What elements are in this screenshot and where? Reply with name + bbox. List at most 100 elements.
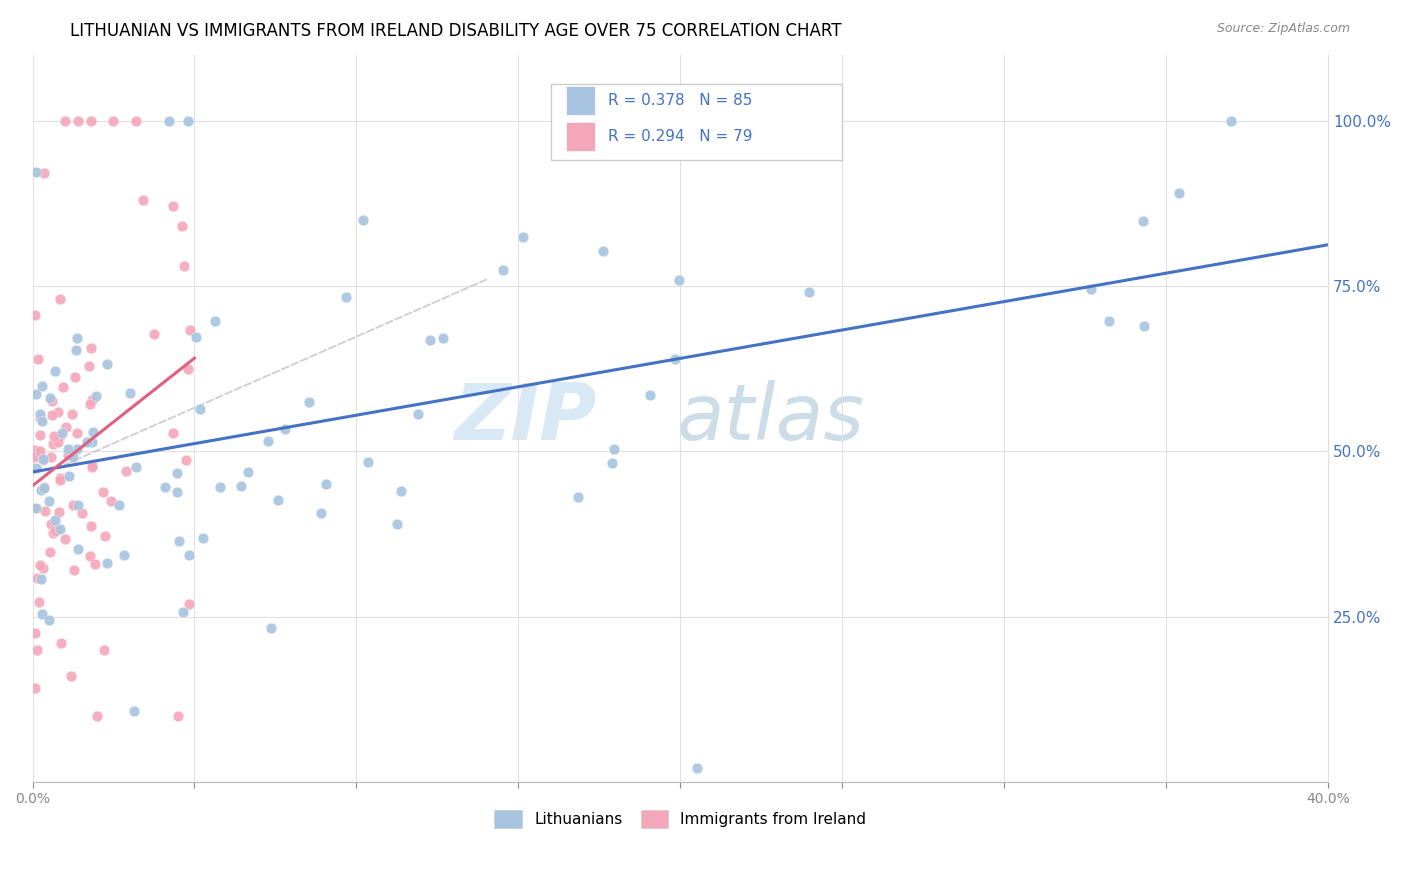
- Point: [28, 443, 51, 458]
- Point: [22, 450, 45, 464]
- Text: LITHUANIAN VS IMMIGRANTS FROM IRELAND DISABILITY AGE OVER 75 CORRELATION CHART: LITHUANIAN VS IMMIGRANTS FROM IRELAND DI…: [70, 22, 842, 40]
- Point: [96, 357, 118, 371]
- Point: [32, 166, 55, 180]
- Point: [122, 704, 145, 718]
- Point: [44, 364, 66, 378]
- Point: [53, 114, 76, 128]
- Point: [31, 560, 53, 574]
- Point: [28, 411, 51, 425]
- Point: [22, 501, 45, 516]
- Point: [38, 613, 60, 627]
- Point: [143, 326, 166, 341]
- Point: [315, 476, 337, 491]
- Text: R = 0.378   N = 85: R = 0.378 N = 85: [607, 93, 752, 108]
- Point: [177, 362, 200, 376]
- Point: [56, 442, 79, 456]
- Point: [600, 456, 623, 470]
- Point: [24, 460, 46, 475]
- Point: [108, 499, 131, 513]
- Point: [24, 681, 46, 696]
- Point: [603, 442, 626, 457]
- Point: [162, 426, 184, 441]
- Point: [274, 422, 297, 436]
- Point: [120, 386, 142, 401]
- Point: [153, 480, 176, 494]
- Point: [44, 429, 66, 443]
- Point: [167, 533, 190, 548]
- Point: [157, 114, 180, 128]
- Point: [186, 329, 208, 343]
- Point: [797, 285, 820, 300]
- Point: [66, 331, 89, 345]
- Point: [592, 244, 614, 258]
- Point: [100, 494, 122, 508]
- FancyBboxPatch shape: [551, 84, 842, 161]
- Point: [173, 259, 195, 273]
- Point: [172, 605, 194, 619]
- Point: [66, 442, 89, 456]
- Point: [32, 451, 55, 466]
- Point: [62, 563, 84, 577]
- Point: [86, 388, 108, 402]
- Point: [28, 595, 51, 609]
- Point: [30, 483, 52, 497]
- Point: [125, 114, 148, 128]
- Point: [70, 507, 93, 521]
- Point: [94, 529, 117, 543]
- Point: [177, 548, 200, 562]
- Point: [24, 309, 46, 323]
- Point: [34, 480, 56, 494]
- Point: [65, 425, 87, 440]
- Point: [79, 396, 101, 410]
- Point: [28, 408, 51, 422]
- Point: [51, 425, 73, 440]
- Point: [25, 643, 48, 657]
- Point: [86, 708, 108, 723]
- Point: [685, 761, 707, 775]
- Bar: [567, 122, 595, 152]
- Point: [132, 194, 155, 208]
- Point: [432, 331, 454, 345]
- Point: [55, 420, 77, 434]
- Point: [352, 213, 374, 227]
- Point: [39, 391, 62, 405]
- Point: [44, 524, 66, 538]
- Point: [406, 408, 429, 422]
- Point: [39, 450, 62, 464]
- Point: [162, 199, 184, 213]
- Point: [48, 473, 70, 487]
- Point: [267, 493, 290, 508]
- Point: [357, 455, 380, 469]
- Point: [170, 219, 193, 233]
- Point: [664, 352, 686, 367]
- Point: [491, 263, 513, 277]
- Point: [60, 407, 83, 421]
- Point: [238, 465, 260, 479]
- Point: [80, 519, 103, 533]
- Point: [49, 636, 72, 650]
- Point: [256, 434, 278, 448]
- Point: [1132, 213, 1154, 227]
- Point: [39, 545, 62, 559]
- Point: [115, 464, 138, 478]
- Point: [80, 459, 103, 474]
- Point: [31, 379, 53, 393]
- Point: [56, 449, 79, 463]
- Point: [41, 393, 63, 408]
- Point: [38, 494, 60, 508]
- Point: [60, 669, 83, 683]
- Point: [1132, 319, 1154, 334]
- Point: [512, 229, 534, 244]
- Point: [32, 481, 55, 495]
- Text: ZIP: ZIP: [454, 380, 596, 457]
- Point: [335, 290, 357, 304]
- Point: [31, 607, 53, 621]
- Point: [567, 491, 589, 505]
- Point: [46, 404, 69, 418]
- Point: [48, 434, 70, 449]
- Legend: Lithuanians, Immigrants from Ireland: Lithuanians, Immigrants from Ireland: [486, 803, 875, 836]
- Point: [82, 393, 104, 408]
- Point: [80, 458, 103, 473]
- Point: [166, 485, 188, 500]
- Point: [24, 165, 46, 179]
